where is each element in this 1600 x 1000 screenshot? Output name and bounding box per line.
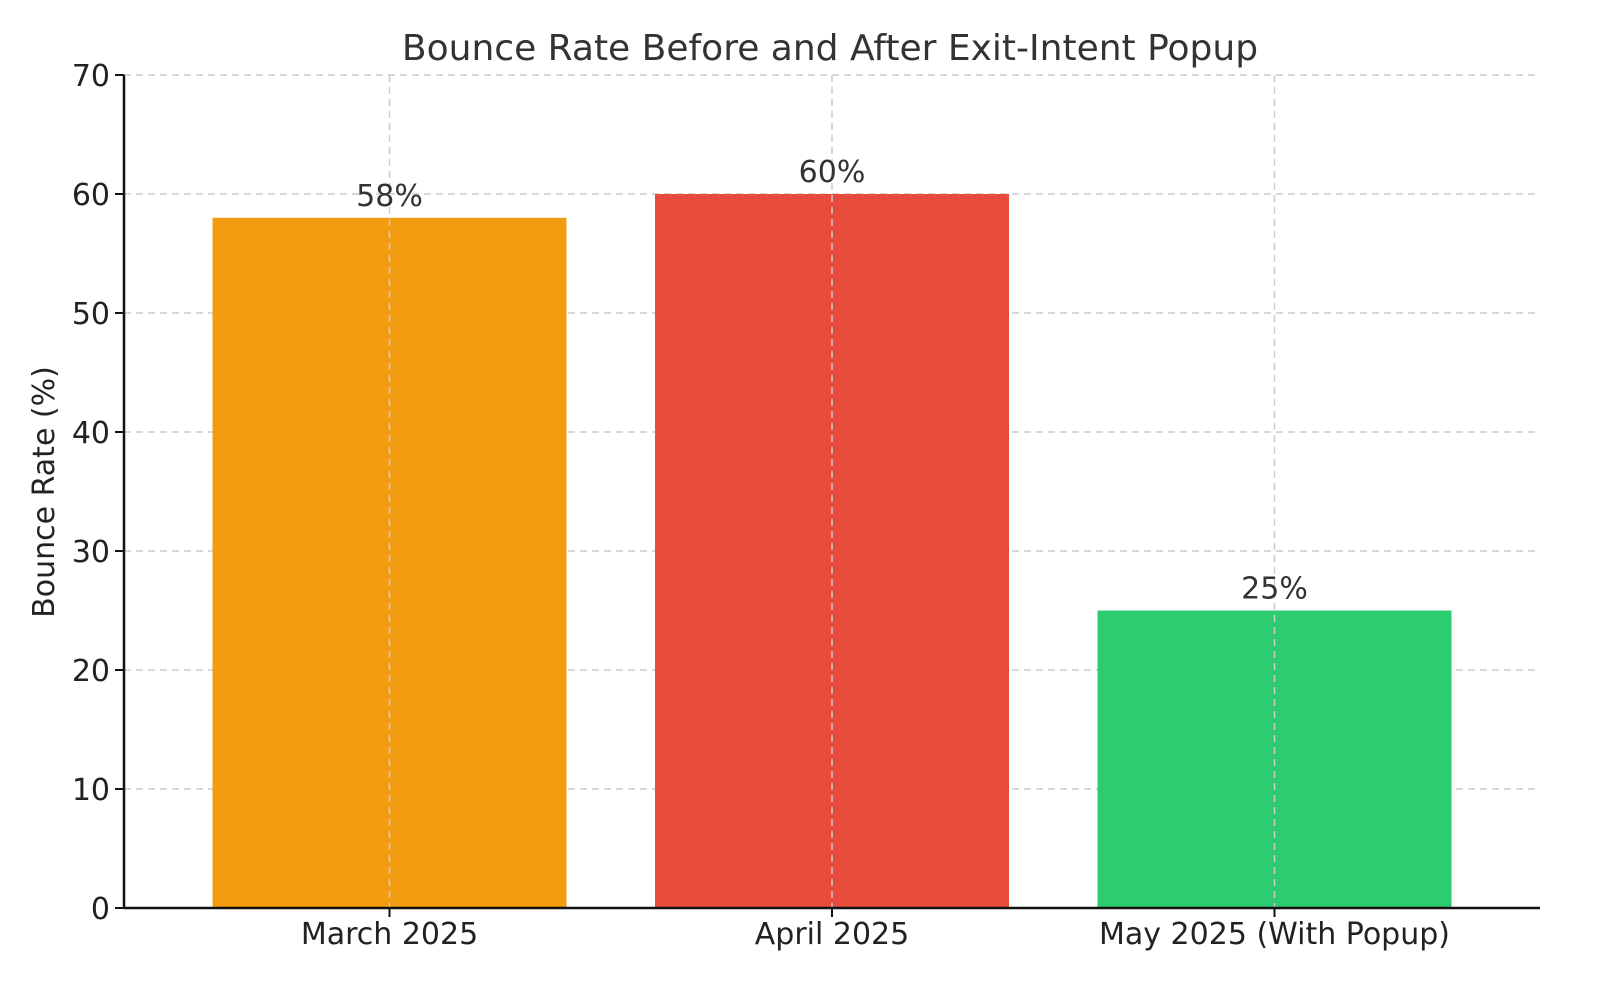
x-tick-label: May 2025 (With Popup) — [1099, 917, 1450, 952]
labels-layer: 0 10 20 30 40 50 60 70 March 2025 April 2025 May 2… — [72, 59, 1450, 952]
bar-value-label: 25% — [1241, 572, 1308, 607]
x-tick-label: March 2025 — [301, 917, 478, 952]
axes-layer — [115, 74, 1540, 917]
y-axis-label: Bounce Rate (%) — [27, 366, 62, 618]
y-tick-label: 30 — [72, 535, 110, 570]
bar-value-label: 60% — [799, 155, 866, 190]
y-tick-label: 70 — [72, 59, 110, 94]
y-tick-label: 20 — [72, 654, 110, 689]
y-tick-label: 60 — [72, 178, 110, 213]
y-tick-label: 0 — [91, 892, 110, 927]
y-tick-label: 10 — [72, 773, 110, 808]
x-tick-label: April 2025 — [755, 917, 909, 952]
y-tick-label: 40 — [72, 416, 110, 451]
bar-value-label: 58% — [356, 179, 423, 214]
chart-title: Bounce Rate Before and After Exit-Intent… — [402, 28, 1258, 69]
y-tick-label: 50 — [72, 297, 110, 332]
